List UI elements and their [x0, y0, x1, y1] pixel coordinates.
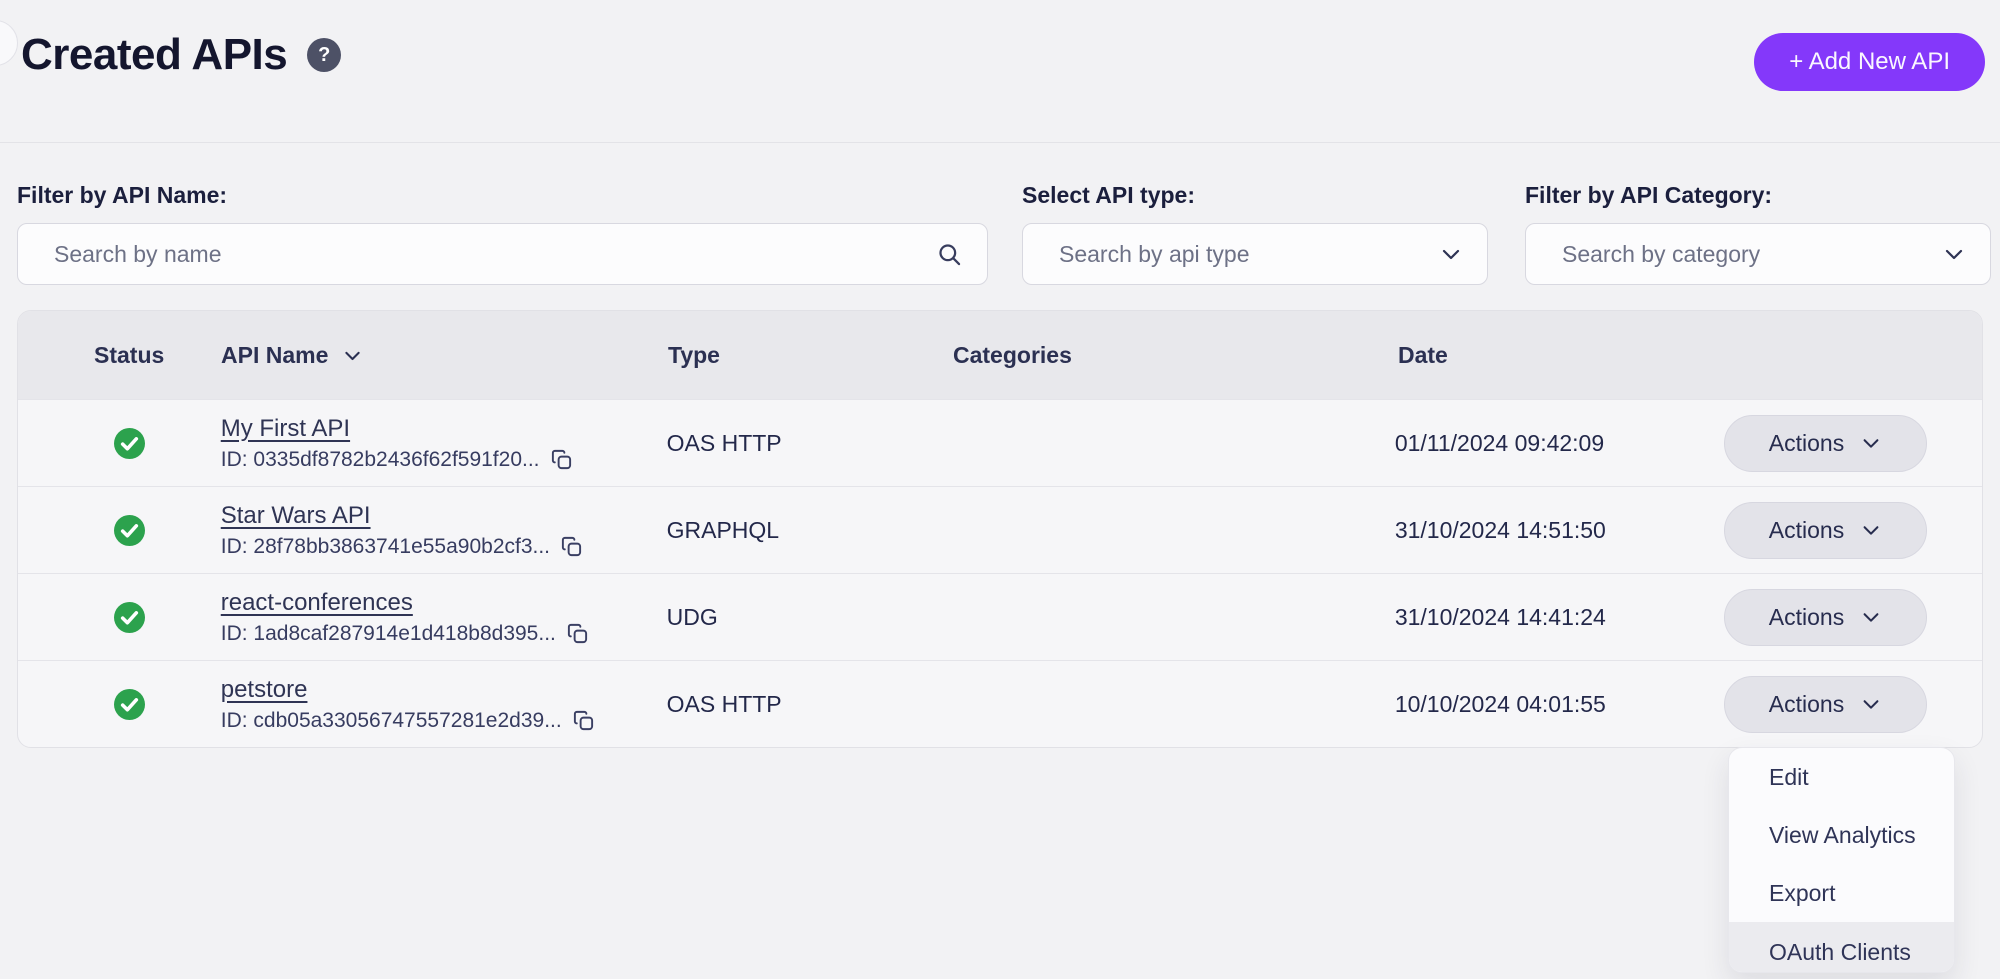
api-date-cell: 10/10/2024 04:01:55 [1394, 690, 1606, 717]
search-icon [939, 243, 961, 265]
column-header-api-name-label: API Name [221, 341, 329, 368]
chevron-down-icon [1863, 700, 1879, 709]
column-header-categories: Categories [953, 341, 1072, 368]
status-active-check-circle-icon [114, 514, 145, 546]
table-row: react-conferences ID: 1ad8caf287914e1d41… [18, 573, 1982, 660]
actions-dropdown-button[interactable]: Actions [1724, 588, 1927, 646]
api-type-select[interactable]: Search by api type [1022, 223, 1488, 285]
filter-group-api-name: Filter by API Name: [17, 181, 988, 285]
chevron-down-icon [1945, 249, 1963, 260]
chevron-down-icon [1863, 439, 1879, 448]
api-type-select-placeholder: Search by api type [1059, 240, 1250, 267]
actions-button-label: Actions [1768, 516, 1845, 543]
table-row: petstore ID: cdb05a33056747557281e2d39..… [18, 660, 1982, 747]
help-icon[interactable]: ? [307, 38, 342, 72]
chevron-down-icon [1863, 613, 1879, 622]
table-row: Star Wars API ID: 28f78bb3863741e55a90b2… [18, 486, 1982, 573]
api-date-cell: 01/11/2024 09:42:09 [1394, 429, 1605, 456]
column-header-date: Date [1398, 341, 1448, 368]
status-active-check-circle-icon [114, 427, 145, 459]
copy-id-icon[interactable] [560, 535, 583, 558]
page-header: Created APIs ? + Add New API [0, 0, 2000, 143]
actions-button-label: Actions [1768, 429, 1845, 456]
api-id-text: ID: cdb05a33056747557281e2d39... [220, 708, 562, 732]
page-title: Created APIs [21, 30, 288, 79]
filter-group-api-category: Filter by API Category: Search by catego… [1525, 181, 1991, 285]
api-name-link[interactable]: My First API [220, 414, 351, 442]
copy-id-icon[interactable] [550, 448, 573, 471]
select-api-type-label: Select API type: [1022, 182, 1195, 208]
chevron-down-icon [1442, 249, 1460, 260]
menu-item-export[interactable]: Export [1769, 879, 1836, 906]
api-date-cell: 31/10/2024 14:51:50 [1394, 516, 1606, 543]
filter-api-name-label: Filter by API Name: [17, 182, 228, 208]
sort-chevron-down-icon [345, 351, 361, 360]
menu-item-edit[interactable]: Edit [1769, 763, 1809, 790]
api-name-link[interactable]: petstore [220, 675, 308, 703]
table-row: My First API ID: 0335df8782b2436f62f591f… [18, 399, 1982, 486]
api-id-text: ID: 28f78bb3863741e55a90b2cf3... [220, 534, 551, 558]
filter-group-api-type: Select API type: Search by api type [1022, 181, 1488, 285]
api-id-text: ID: 0335df8782b2436f62f591f20... [220, 447, 540, 471]
api-type-cell: OAS HTTP [666, 690, 782, 717]
actions-dropdown-button[interactable]: Actions [1724, 675, 1927, 733]
api-type-cell: GRAPHQL [666, 516, 780, 543]
api-date-cell: 31/10/2024 14:41:24 [1394, 603, 1606, 630]
column-header-status: Status [94, 341, 165, 368]
copy-id-icon[interactable] [566, 622, 589, 645]
actions-dropdown-menu: Edit View Analytics Export OAuth Clients [1728, 747, 1955, 973]
copy-id-icon[interactable] [572, 709, 595, 732]
api-name-link[interactable]: react-conferences [220, 588, 413, 616]
filter-api-category-label: Filter by API Category: [1525, 182, 1773, 208]
api-category-select[interactable]: Search by category [1525, 223, 1991, 285]
api-type-cell: UDG [666, 603, 718, 630]
column-header-api-name[interactable]: API Name [221, 342, 668, 369]
status-active-check-circle-icon [114, 601, 145, 633]
menu-item-oauth-clients[interactable]: OAuth Clients [1729, 922, 1954, 972]
add-new-api-button[interactable]: + Add New API [1754, 33, 1985, 91]
menu-item-view-analytics[interactable]: View Analytics [1769, 821, 1916, 848]
actions-button-label: Actions [1768, 690, 1845, 717]
table-header-row: Status API Name Type Categories Date [18, 311, 1982, 399]
status-active-check-circle-icon [114, 688, 145, 720]
api-id-text: ID: 1ad8caf287914e1d418b8d395... [220, 621, 556, 645]
chevron-down-icon [1863, 526, 1879, 535]
actions-dropdown-button[interactable]: Actions [1724, 414, 1927, 472]
actions-dropdown-button[interactable]: Actions [1724, 501, 1927, 559]
api-name-search-box [17, 223, 988, 285]
api-category-select-placeholder: Search by category [1562, 240, 1761, 267]
actions-button-label: Actions [1768, 603, 1845, 630]
api-type-cell: OAS HTTP [666, 429, 782, 456]
api-name-link[interactable]: Star Wars API [220, 501, 371, 529]
search-by-name-input[interactable] [54, 240, 936, 268]
apis-table: Status API Name Type Categories Date My … [17, 310, 1983, 748]
column-header-type: Type [668, 341, 720, 368]
